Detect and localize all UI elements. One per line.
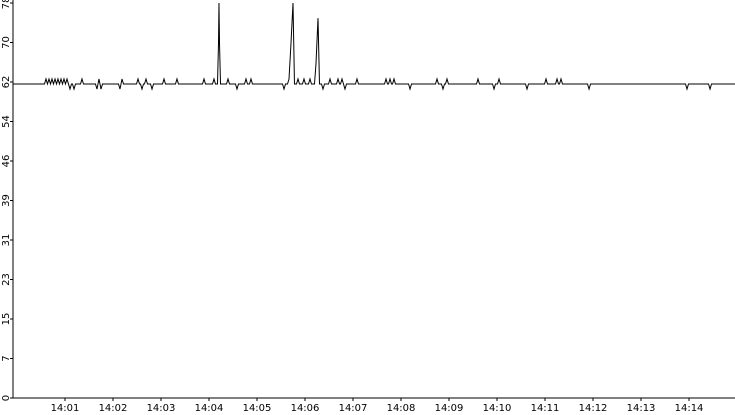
y-tick-label: 46 [1, 155, 12, 168]
y-tick-label: 39 [1, 194, 12, 207]
x-tick-label: 14:08 [387, 403, 416, 414]
y-tick-label: 70 [1, 36, 12, 49]
y-tick-label: 78 [1, 0, 12, 9]
y-tick-label: 54 [1, 115, 12, 128]
y-tick-label: 23 [1, 273, 12, 286]
x-tick-label: 14:07 [339, 403, 368, 414]
x-tick-label: 14:10 [483, 403, 512, 414]
x-tick-label: 14:04 [195, 403, 224, 414]
data-line [13, 2, 735, 91]
x-tick-label: 14:14 [675, 403, 704, 414]
x-tick-label: 14:05 [243, 403, 272, 414]
x-tick-label: 14:03 [147, 403, 176, 414]
y-tick-label: 31 [1, 234, 12, 247]
x-tick-label: 14:09 [435, 403, 464, 414]
x-tick-label: 14:13 [627, 403, 656, 414]
x-tick-label: 14:01 [51, 403, 80, 414]
x-tick-label: 14:12 [579, 403, 608, 414]
x-tick-label: 14:02 [99, 403, 128, 414]
y-tick-label: 62 [1, 76, 12, 89]
y-tick-label: 0 [1, 395, 12, 401]
y-tick-label: 7 [1, 355, 12, 361]
x-tick-label: 14:06 [291, 403, 320, 414]
x-tick-label: 14:11 [531, 403, 560, 414]
y-tick-label: 15 [1, 313, 12, 326]
